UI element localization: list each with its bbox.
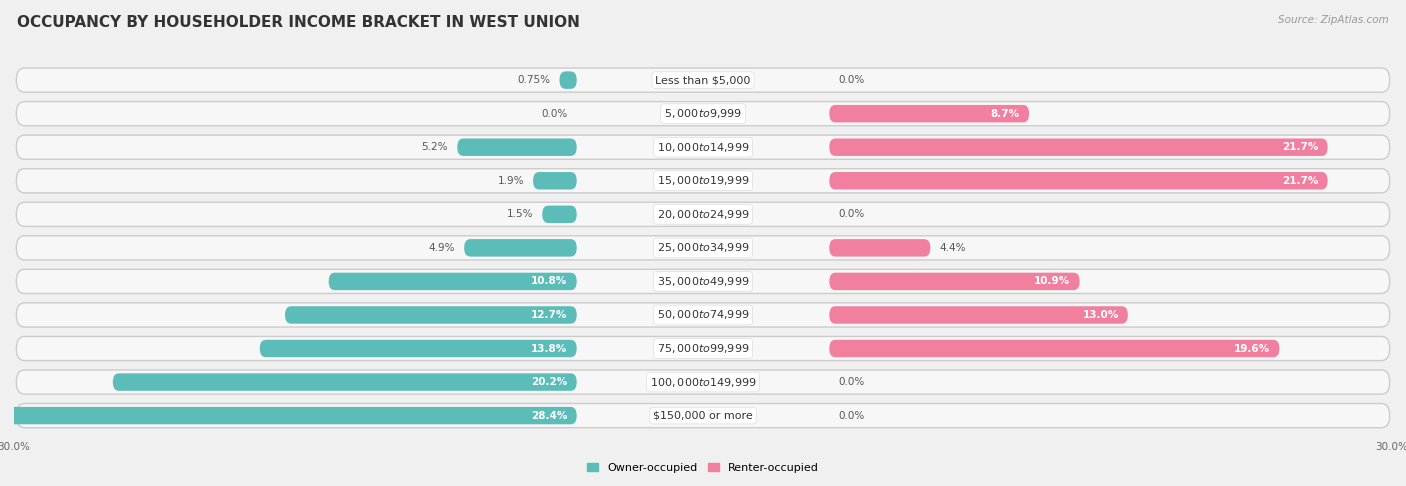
FancyBboxPatch shape [830,306,1128,324]
FancyBboxPatch shape [17,102,1389,126]
FancyBboxPatch shape [17,202,1389,226]
Text: $15,000 to $19,999: $15,000 to $19,999 [657,174,749,187]
Text: 8.7%: 8.7% [991,109,1019,119]
FancyBboxPatch shape [17,169,1389,193]
FancyBboxPatch shape [112,373,576,391]
Text: 12.7%: 12.7% [531,310,568,320]
FancyBboxPatch shape [260,340,576,357]
FancyBboxPatch shape [464,239,576,257]
Text: 0.75%: 0.75% [517,75,550,85]
Text: 0.0%: 0.0% [838,377,865,387]
Text: 28.4%: 28.4% [531,411,568,420]
Text: 4.4%: 4.4% [939,243,966,253]
FancyBboxPatch shape [17,370,1389,394]
Text: 20.2%: 20.2% [531,377,568,387]
Text: OCCUPANCY BY HOUSEHOLDER INCOME BRACKET IN WEST UNION: OCCUPANCY BY HOUSEHOLDER INCOME BRACKET … [17,15,579,30]
FancyBboxPatch shape [533,172,576,190]
FancyBboxPatch shape [0,407,576,424]
FancyBboxPatch shape [830,139,1327,156]
Text: $5,000 to $9,999: $5,000 to $9,999 [664,107,742,120]
Text: Source: ZipAtlas.com: Source: ZipAtlas.com [1278,15,1389,25]
Text: 0.0%: 0.0% [838,75,865,85]
Text: Less than $5,000: Less than $5,000 [655,75,751,85]
Text: 5.2%: 5.2% [422,142,449,152]
FancyBboxPatch shape [17,269,1389,294]
Text: 21.7%: 21.7% [1282,176,1319,186]
FancyBboxPatch shape [457,139,576,156]
Text: 1.5%: 1.5% [506,209,533,219]
FancyBboxPatch shape [17,135,1389,159]
Text: 21.7%: 21.7% [1282,142,1319,152]
FancyBboxPatch shape [17,68,1389,92]
Text: 13.0%: 13.0% [1083,310,1119,320]
FancyBboxPatch shape [17,336,1389,361]
Text: $25,000 to $34,999: $25,000 to $34,999 [657,242,749,254]
Text: 0.0%: 0.0% [541,109,568,119]
FancyBboxPatch shape [329,273,576,290]
Text: 13.8%: 13.8% [531,344,568,353]
Text: $50,000 to $74,999: $50,000 to $74,999 [657,309,749,321]
Text: $35,000 to $49,999: $35,000 to $49,999 [657,275,749,288]
FancyBboxPatch shape [543,206,576,223]
Text: 19.6%: 19.6% [1234,344,1270,353]
Text: $150,000 or more: $150,000 or more [654,411,752,420]
FancyBboxPatch shape [560,71,576,89]
FancyBboxPatch shape [285,306,576,324]
Text: $100,000 to $149,999: $100,000 to $149,999 [650,376,756,388]
Text: $75,000 to $99,999: $75,000 to $99,999 [657,342,749,355]
FancyBboxPatch shape [17,303,1389,327]
FancyBboxPatch shape [17,403,1389,428]
FancyBboxPatch shape [830,340,1279,357]
Legend: Owner-occupied, Renter-occupied: Owner-occupied, Renter-occupied [582,458,824,477]
Text: $10,000 to $14,999: $10,000 to $14,999 [657,141,749,154]
Text: 10.9%: 10.9% [1035,277,1070,286]
FancyBboxPatch shape [830,239,931,257]
Text: $20,000 to $24,999: $20,000 to $24,999 [657,208,749,221]
Text: 1.9%: 1.9% [498,176,524,186]
FancyBboxPatch shape [830,172,1327,190]
Text: 10.8%: 10.8% [531,277,568,286]
Text: 0.0%: 0.0% [838,209,865,219]
Text: 0.0%: 0.0% [838,411,865,420]
FancyBboxPatch shape [830,273,1080,290]
FancyBboxPatch shape [17,236,1389,260]
FancyBboxPatch shape [830,105,1029,122]
Text: 4.9%: 4.9% [429,243,456,253]
